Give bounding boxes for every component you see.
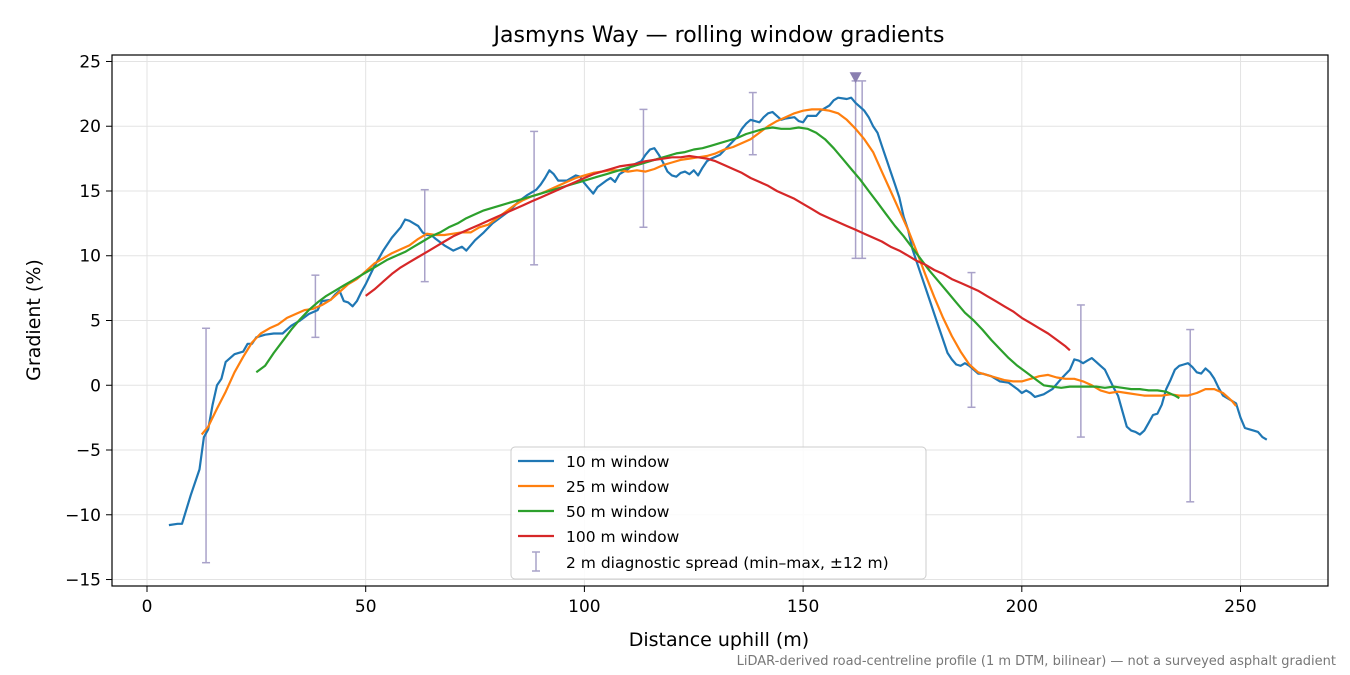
footnote: LiDAR-derived road-centreline profile (1… xyxy=(737,654,1336,669)
series-lines xyxy=(168,96,1268,527)
legend-box xyxy=(510,446,927,580)
spread-bar xyxy=(967,271,976,409)
legend-label-10m: 10 m window xyxy=(566,453,670,471)
y-axis-label: Gradient (%) xyxy=(23,259,45,381)
spread-bar xyxy=(1076,304,1085,438)
spread-bar xyxy=(1186,328,1195,503)
diagnostic-spread-bars xyxy=(202,80,1195,564)
spread-bar xyxy=(202,327,211,564)
legend-label-spread: 2 m diagnostic spread (min–max, ±12 m) xyxy=(566,554,889,572)
peak-markers xyxy=(849,72,862,84)
spread-bar xyxy=(639,108,648,229)
y-tick-label: −10 xyxy=(65,506,101,526)
spread-bar xyxy=(311,274,320,339)
legend-swatch-spread xyxy=(532,551,540,572)
legend-label-100m: 100 m window xyxy=(566,528,680,546)
y-tick-label: −15 xyxy=(65,571,101,591)
y-tick-label: 10 xyxy=(79,247,101,267)
spread-bar xyxy=(530,130,539,266)
y-tick-label: 15 xyxy=(79,182,101,202)
series-line-50-m-window xyxy=(255,126,1180,400)
series-line-100-m-window xyxy=(365,154,1071,352)
axis-ticks: 0 50 100 150 200 250 −15 −10 −5 0 5 10 15 20 25 xyxy=(65,52,1257,617)
x-tick-label: 0 xyxy=(142,597,153,617)
spread-bar xyxy=(858,80,867,260)
y-tick-label: −5 xyxy=(76,441,101,461)
series-line-25-m-window xyxy=(200,108,1237,436)
y-tick-label: 0 xyxy=(90,376,101,396)
x-axis-label: Distance uphill (m) xyxy=(629,629,809,651)
legend-label-25m: 25 m window xyxy=(566,478,670,496)
x-tick-label: 150 xyxy=(787,597,819,617)
spread-bar xyxy=(748,91,757,156)
chart-title: Jasmyns Way — rolling window gradients xyxy=(492,23,945,48)
x-tick-label: 250 xyxy=(1224,597,1256,617)
x-tick-label: 50 xyxy=(355,597,377,617)
y-tick-label: 5 xyxy=(90,312,101,332)
series-line-10-m-window xyxy=(168,96,1268,527)
legend-label-50m: 50 m window xyxy=(566,503,670,521)
x-tick-label: 200 xyxy=(1006,597,1038,617)
peak-marker xyxy=(849,72,862,84)
y-tick-label: 20 xyxy=(79,117,101,137)
x-tick-label: 100 xyxy=(568,597,600,617)
legend: 10 m window 25 m window 50 m window 100 … xyxy=(510,446,927,580)
y-tick-label: 25 xyxy=(79,52,101,72)
